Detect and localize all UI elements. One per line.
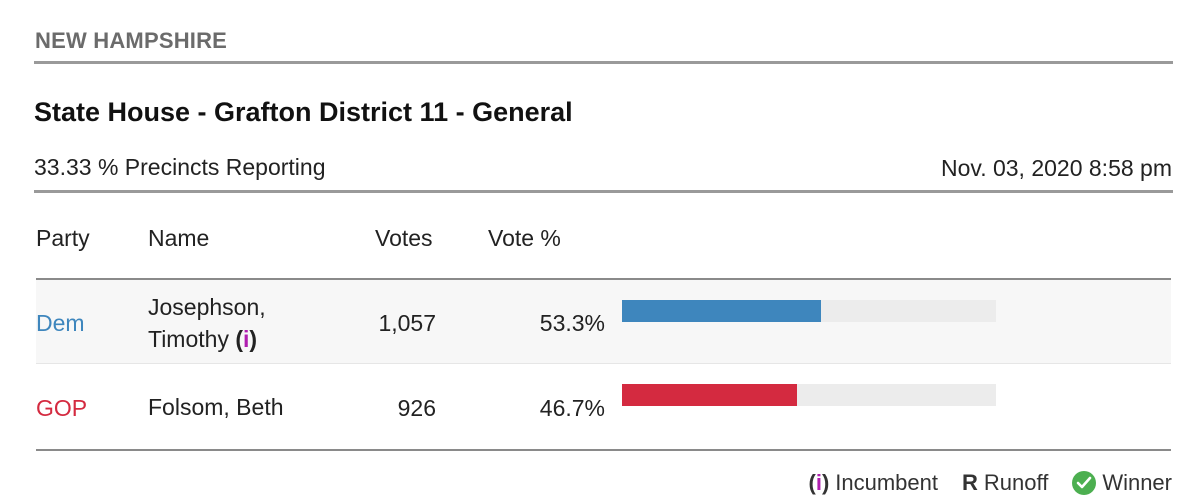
candidate-name-line1: Josephson, xyxy=(148,294,266,320)
vote-bar-fill xyxy=(622,300,822,322)
vote-count: 1,057 xyxy=(378,310,436,336)
candidate-name-line2: Timothy xyxy=(148,326,229,352)
column-header-name: Name xyxy=(148,225,210,251)
state-heading: NEW HAMPSHIRE xyxy=(35,28,228,53)
vote-bar-track xyxy=(622,384,996,406)
vote-percent: 53.3% xyxy=(539,310,605,336)
legend: (i) Incumbent R Runoff Winner xyxy=(808,470,1172,496)
incumbent-i: i xyxy=(243,326,250,352)
table-row: GOP Folsom, Beth 926 46.7% xyxy=(36,364,1171,448)
incumbent-marker: (i) xyxy=(235,326,257,352)
candidate-name-line1: Folsom, Beth xyxy=(148,394,284,420)
legend-runoff-label: Runoff xyxy=(983,470,1049,495)
party-label: GOP xyxy=(36,395,88,421)
column-header-vote-pct: Vote % xyxy=(488,225,561,251)
legend-incumbent-symbol: (i) xyxy=(808,470,829,496)
check-circle-icon xyxy=(1072,471,1097,495)
legend-close-paren: ) xyxy=(821,470,830,495)
legend-open-paren: ( xyxy=(808,470,816,495)
top-divider xyxy=(34,61,1173,64)
table-row: Dem Josephson, Timothy (i) 1,057 53.3% xyxy=(36,280,1171,363)
candidate-name: Josephson, Timothy (i) xyxy=(148,291,266,355)
row-divider xyxy=(36,363,1171,364)
legend-i: i xyxy=(815,470,822,495)
vote-count: 926 xyxy=(397,395,436,421)
incumbent-close-paren: ) xyxy=(249,326,258,352)
incumbent-open-paren: ( xyxy=(235,326,244,352)
legend-runoff-symbol: R xyxy=(962,470,978,495)
column-header-votes: Votes xyxy=(375,225,433,251)
table-bottom-divider xyxy=(36,449,1171,451)
legend-incumbent-label: Incumbent xyxy=(835,470,938,495)
vote-percent: 46.7% xyxy=(539,395,605,421)
updated-timestamp: Nov. 03, 2020 8:58 pm xyxy=(941,155,1172,181)
party-label: Dem xyxy=(36,310,85,336)
header-divider xyxy=(34,190,1173,193)
candidate-name: Folsom, Beth xyxy=(148,391,284,423)
vote-bar-fill xyxy=(622,384,797,406)
precincts-reporting: 33.33 % Precincts Reporting xyxy=(34,154,326,180)
race-title: State House - Grafton District 11 - Gene… xyxy=(34,97,573,127)
column-header-party: Party xyxy=(36,225,90,251)
legend-winner-label: Winner xyxy=(1102,470,1172,495)
candidate-name-line2-wrap: Timothy (i) xyxy=(148,323,266,355)
column-header-divider xyxy=(36,278,1171,280)
vote-bar-track xyxy=(622,300,996,322)
